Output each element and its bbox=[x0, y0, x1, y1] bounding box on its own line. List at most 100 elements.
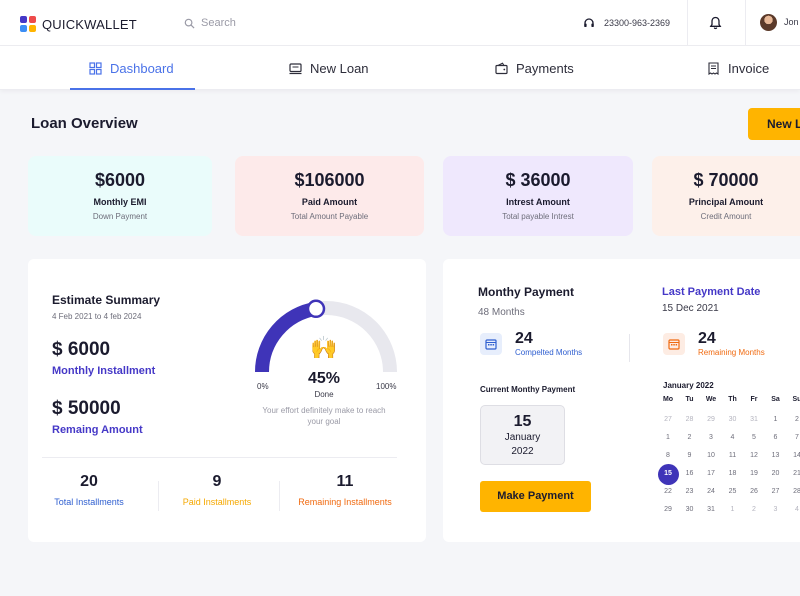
calendar-day[interactable]: 5 bbox=[752, 434, 756, 441]
calendar-day[interactable]: 29 bbox=[707, 416, 715, 423]
search-placeholder: Search bbox=[201, 17, 236, 29]
calendar-day[interactable]: 30 bbox=[728, 416, 737, 423]
new-loan-button[interactable]: New Loan bbox=[748, 108, 800, 140]
calendar-day[interactable]: 22 bbox=[664, 488, 672, 495]
stat-subtitle: Credit Amount bbox=[700, 212, 752, 221]
tab-new-loan[interactable]: New Loan bbox=[289, 46, 369, 90]
calendar-day[interactable]: 31 bbox=[707, 506, 715, 513]
tab-payments[interactable]: Payments bbox=[495, 46, 574, 90]
current-month: January bbox=[504, 432, 541, 443]
calendar-day[interactable]: 20 bbox=[771, 470, 780, 477]
make-payment-button[interactable]: Make Payment bbox=[480, 481, 591, 512]
calendar-day[interactable]: 11 bbox=[728, 452, 737, 459]
stat-card-principal-amount: $ 70000 Principal Amount Credit Amount bbox=[652, 156, 800, 236]
calendar-day[interactable]: 26 bbox=[750, 488, 758, 495]
tab-label: Dashboard bbox=[110, 60, 174, 76]
calendar-day[interactable]: 1 bbox=[730, 506, 735, 513]
installment-label: Total Installments bbox=[54, 497, 124, 507]
calendar-day[interactable]: 24 bbox=[707, 488, 715, 495]
total-installments: 20 Total Installments bbox=[46, 473, 132, 507]
installment-count: 11 bbox=[336, 473, 354, 490]
stat-value: $106000 bbox=[294, 170, 365, 190]
calendar-day[interactable]: 18 bbox=[728, 470, 737, 477]
stat-card-monthly-emi: $6000 Monthly EMI Down Payment bbox=[28, 156, 212, 236]
calendar-day[interactable]: 27 bbox=[771, 488, 780, 495]
stat-title: Principal Amount bbox=[688, 197, 764, 207]
progress-gauge bbox=[255, 299, 397, 373]
remaining-months-value: 24 bbox=[698, 330, 716, 347]
calendar-day[interactable]: 2 bbox=[795, 416, 799, 423]
calendar-day[interactable]: 2 bbox=[687, 434, 692, 441]
avatar[interactable] bbox=[760, 14, 777, 31]
search-input[interactable]: Search bbox=[184, 17, 236, 29]
calendar-day[interactable]: 6 bbox=[773, 434, 778, 441]
calendar-day[interactable]: 25 bbox=[728, 488, 737, 495]
calendar-day[interactable]: 29 bbox=[664, 506, 672, 513]
calendar-day[interactable]: 4 bbox=[730, 434, 735, 441]
calendar-day[interactable]: 7 bbox=[795, 434, 799, 441]
calendar-day[interactable]: 12 bbox=[750, 452, 758, 459]
calendar-day[interactable]: 23 bbox=[685, 488, 694, 495]
calendar-weekday: Fr bbox=[750, 396, 758, 403]
calendar-day[interactable]: 21 bbox=[793, 470, 800, 477]
last-payment-date: 15 Dec 2021 bbox=[662, 303, 719, 314]
calendar-day[interactable]: 1 bbox=[666, 434, 670, 441]
stat-title: Paid Amount bbox=[301, 197, 358, 207]
calendar-day[interactable]: 31 bbox=[750, 416, 758, 423]
stat-subtitle: Total payable Intrest bbox=[502, 212, 574, 221]
headset-icon bbox=[584, 18, 594, 27]
calendar-day[interactable]: 30 bbox=[685, 506, 694, 513]
brand-name: QUICKWALLET bbox=[42, 17, 137, 32]
calendar-day[interactable]: 28 bbox=[793, 488, 800, 495]
calendar-day[interactable]: 3 bbox=[773, 506, 778, 513]
receipt-icon bbox=[708, 61, 719, 75]
tab-invoice[interactable]: Invoice bbox=[707, 46, 769, 90]
tab-label: Invoice bbox=[728, 60, 770, 76]
last-payment-title: Last Payment Date bbox=[662, 286, 761, 298]
gauge-knob bbox=[306, 299, 326, 319]
stat-subtitle: Total Amount Payable bbox=[290, 212, 369, 221]
calendar-day[interactable]: 14 bbox=[793, 452, 800, 459]
header-divider bbox=[687, 0, 688, 46]
estimate-title: Estimate Summary bbox=[52, 293, 161, 307]
calendar-day[interactable]: 19 bbox=[750, 470, 758, 477]
user-name[interactable]: Jon bbox=[784, 17, 799, 27]
gauge-fill bbox=[255, 301, 318, 373]
calendar-day[interactable]: 2 bbox=[752, 506, 756, 513]
current-year: 2022 bbox=[511, 446, 534, 457]
stat-title: Intrest Amount bbox=[506, 197, 570, 207]
calendar-day[interactable]: 1 bbox=[773, 416, 778, 423]
page-title: Loan Overview bbox=[31, 115, 138, 132]
calendar-day[interactable]: 28 bbox=[685, 416, 694, 423]
gauge-max-label: 100% bbox=[376, 382, 397, 391]
calendar-weekday: Th bbox=[728, 396, 737, 403]
estimate-summary-panel: Estimate Summary 4 Feb 2021 to 4 feb 202… bbox=[28, 259, 426, 542]
calendar-day-selected[interactable]: 15 bbox=[664, 470, 672, 477]
calendar-day[interactable]: 3 bbox=[709, 434, 713, 441]
phone-number: 23300-963-2369 bbox=[604, 18, 671, 28]
logo-icon bbox=[20, 16, 38, 34]
calendar-day[interactable]: 27 bbox=[664, 416, 672, 423]
estimate-dates: 4 Feb 2021 to 4 feb 2024 bbox=[52, 312, 142, 321]
calendar-day[interactable]: 4 bbox=[795, 506, 799, 513]
bell-icon[interactable] bbox=[709, 16, 722, 30]
calendar-title: January 2022 bbox=[663, 381, 714, 390]
stat-card-interest-amount: $ 36000 Intrest Amount Total payable Int… bbox=[443, 156, 633, 236]
completed-months-label: Compelted Months bbox=[515, 348, 583, 357]
calendar-day[interactable]: 10 bbox=[707, 452, 715, 459]
calendar-day[interactable]: 9 bbox=[687, 452, 692, 459]
calendar-weekday: Tu bbox=[685, 396, 694, 403]
tab-dashboard[interactable]: Dashboard bbox=[89, 46, 174, 90]
paid-installments: 9 Paid Installments bbox=[173, 473, 261, 507]
remaining-amount-value: $ 50000 bbox=[52, 398, 121, 419]
calendar-day[interactable]: 13 bbox=[771, 452, 780, 459]
monthly-installment-value: $ 6000 bbox=[52, 339, 111, 360]
current-payment-title: Current Monthy Payment bbox=[480, 385, 576, 394]
active-tab-indicator bbox=[70, 88, 195, 90]
calendar-day[interactable]: 17 bbox=[707, 470, 715, 477]
stat-value: $ 70000 bbox=[693, 170, 759, 190]
calendar-day[interactable]: 16 bbox=[685, 470, 694, 477]
stat-value: $6000 bbox=[94, 170, 146, 190]
calendar-day[interactable]: 8 bbox=[666, 452, 670, 459]
support-phone[interactable]: 23300-963-2369 bbox=[583, 17, 670, 29]
